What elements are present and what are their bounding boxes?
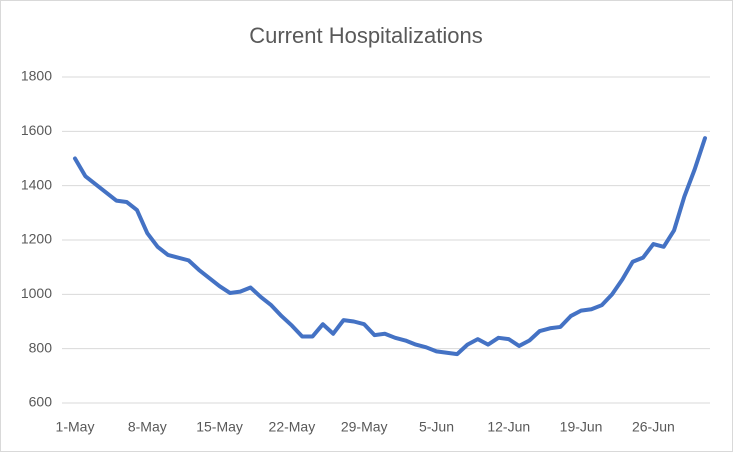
chart-title: Current Hospitalizations (249, 23, 483, 48)
y-tick-label: 1200 (21, 231, 52, 247)
x-tick-label: 12-Jun (487, 419, 530, 435)
x-tick-label: 15-May (196, 419, 243, 435)
x-tick-label: 8-May (128, 419, 167, 435)
x-tick-label: 19-Jun (560, 419, 603, 435)
y-tick-label: 600 (29, 394, 53, 410)
y-tick-label: 1800 (21, 68, 52, 84)
x-tick-label: 29-May (341, 419, 388, 435)
x-tick-label: 1-May (56, 419, 95, 435)
y-tick-label: 1000 (21, 285, 52, 301)
y-tick-label: 1400 (21, 176, 52, 192)
x-tick-label: 5-Jun (419, 419, 454, 435)
x-tick-label: 22-May (269, 419, 316, 435)
data-line (73, 136, 707, 357)
y-tick-label: 1600 (21, 122, 52, 138)
x-tick-label: 26-Jun (632, 419, 675, 435)
y-tick-label: 800 (29, 339, 53, 355)
